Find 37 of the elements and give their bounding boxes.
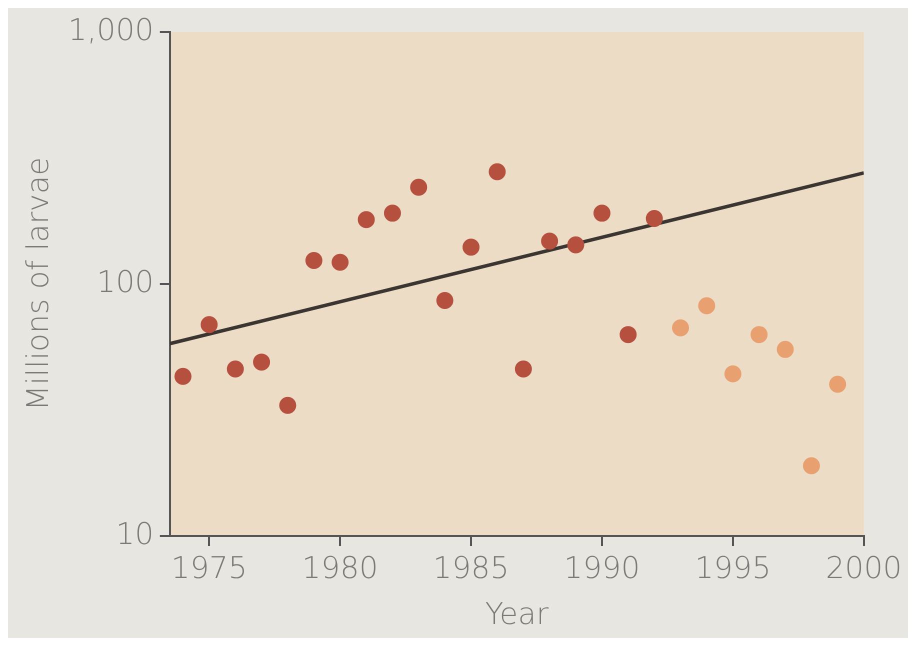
point — [462, 238, 480, 256]
y-tick-label: 10 — [116, 516, 154, 552]
point — [279, 396, 296, 414]
point — [436, 292, 454, 310]
point — [253, 354, 270, 371]
point — [174, 368, 192, 385]
point — [384, 204, 401, 222]
point — [620, 326, 637, 344]
point — [593, 204, 610, 222]
x-tick-label: 2000 — [826, 550, 902, 586]
point — [802, 457, 820, 474]
point — [488, 163, 506, 180]
x-tick-label: 1995 — [694, 550, 772, 586]
point — [226, 360, 244, 378]
point — [514, 360, 532, 378]
y-axis-title: Millions of larvae — [20, 157, 56, 411]
point — [410, 178, 428, 196]
x-tick-label: 1975 — [170, 550, 248, 586]
point — [332, 254, 349, 271]
point — [646, 210, 663, 227]
point — [724, 365, 742, 382]
point — [305, 252, 322, 269]
point — [358, 211, 375, 228]
point — [776, 340, 794, 358]
y-tick-label: 1,000 — [68, 12, 154, 48]
point — [567, 236, 584, 254]
point — [200, 316, 218, 334]
x-tick-label: 1990 — [564, 550, 640, 586]
x-axis-title: Year — [485, 596, 550, 632]
point — [750, 326, 768, 344]
point — [829, 376, 846, 393]
point — [698, 297, 716, 314]
x-tick-label: 1980 — [302, 550, 378, 586]
point — [672, 319, 690, 336]
x-tick-label: 1985 — [432, 550, 510, 586]
point — [541, 232, 558, 250]
y-tick-label: 100 — [96, 264, 154, 300]
